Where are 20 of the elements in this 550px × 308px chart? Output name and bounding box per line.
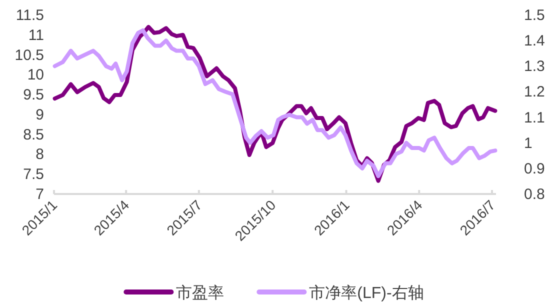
y2-tick-label: 1.3 [524,58,545,76]
y-tick-label: 11 [28,26,44,44]
y2-tick-label: 0.8 [524,186,545,203]
y-tick-label: 9.5 [23,86,44,104]
y-tick-label: 9 [36,106,44,124]
y2-tick-label: 1.1 [524,109,545,126]
legend-label: 市盈率 [176,284,224,302]
y-tick-label: 10 [27,66,44,84]
y-tick-label: 10.5 [14,46,44,64]
y-tick-label: 7 [36,186,44,203]
y2-tick-label: 1.4 [524,32,545,50]
y-tick-label: 11.5 [16,7,44,24]
y2-tick-label: 1.2 [524,84,545,101]
y-tick-label: 8 [36,146,44,164]
y2-tick-label: 1.5 [524,7,545,24]
y2-tick-label: 1 [524,134,532,152]
y-tick-label: 7.5 [23,166,44,184]
legend-label: 市净率(LF)-右轴 [309,284,424,302]
y-tick-label: 8.5 [23,126,44,144]
y2-tick-label: 0.9 [524,160,545,178]
